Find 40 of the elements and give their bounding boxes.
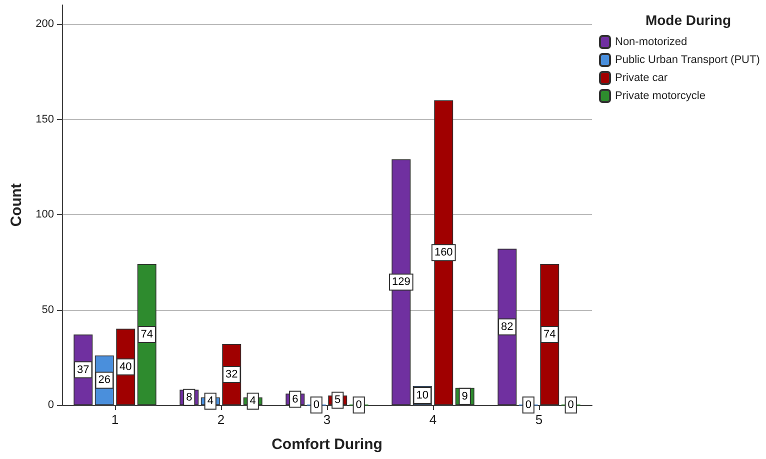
data-label: 4 — [250, 395, 256, 408]
x-tick-label: 3 — [323, 412, 331, 427]
data-label: 129 — [392, 276, 410, 288]
x-tick-label: 1 — [111, 412, 119, 427]
data-label: 10 — [416, 389, 429, 402]
data-label: 37 — [77, 364, 90, 376]
data-label: 5 — [334, 394, 341, 406]
bar — [137, 264, 156, 405]
y-tick-label: 150 — [36, 113, 54, 126]
data-label: 82 — [501, 320, 514, 333]
x-axis-title: Comfort During — [272, 436, 382, 453]
legend-label: Public Urban Transport (PUT) — [615, 54, 760, 66]
bar — [498, 248, 517, 405]
legend-label: Private car — [615, 72, 668, 84]
data-label: 6 — [292, 393, 298, 406]
y-tick-label: 50 — [42, 304, 54, 316]
x-tick-label: 2 — [217, 412, 225, 427]
data-label: 160 — [434, 246, 453, 259]
data-label: 0 — [525, 399, 532, 411]
data-label: 0 — [313, 399, 320, 411]
y-axis-title: Count — [8, 183, 25, 227]
x-tick-label: 4 — [429, 412, 437, 427]
data-label: 0 — [568, 399, 574, 411]
legend-title: Mode During — [645, 12, 731, 28]
y-tick-label: 0 — [48, 399, 54, 411]
data-label: 74 — [543, 328, 556, 341]
data-label: 0 — [356, 399, 362, 411]
legend-label: Non-motorized — [615, 36, 688, 48]
data-label: 26 — [98, 374, 111, 386]
y-tick-label: 200 — [36, 18, 54, 30]
legend-label: Private motorcycle — [615, 90, 706, 102]
x-tick-label: 5 — [535, 412, 543, 427]
y-tick-label: 100 — [36, 208, 54, 221]
data-label: 8 — [186, 391, 192, 404]
data-label: 40 — [119, 360, 132, 373]
data-label: 9 — [462, 390, 468, 402]
data-label: 4 — [207, 395, 214, 408]
data-label: 74 — [140, 328, 153, 341]
data-label: 32 — [225, 368, 238, 381]
bar — [540, 264, 560, 405]
